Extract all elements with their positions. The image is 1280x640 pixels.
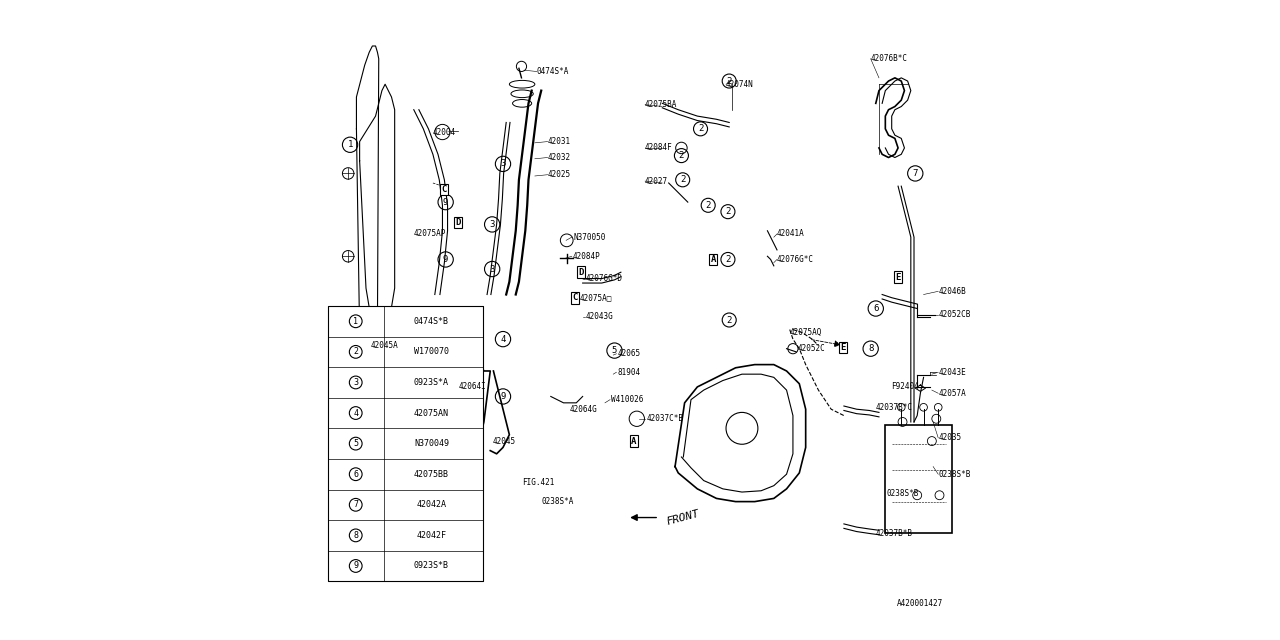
Text: 5: 5 — [612, 346, 617, 355]
Text: 9: 9 — [443, 198, 448, 207]
Text: 0474S*B: 0474S*B — [413, 317, 449, 326]
Text: 42004: 42004 — [433, 127, 456, 136]
Text: 8: 8 — [353, 531, 358, 540]
Text: 2: 2 — [705, 201, 710, 210]
Text: 3: 3 — [489, 264, 495, 273]
Text: 42046B: 42046B — [938, 287, 966, 296]
Text: 42042F: 42042F — [416, 531, 447, 540]
Text: 42076G*C: 42076G*C — [777, 255, 814, 264]
Text: 0923S*B: 0923S*B — [413, 561, 449, 570]
Text: 42042A: 42042A — [416, 500, 447, 509]
Text: 42084P: 42084P — [573, 252, 600, 260]
Text: C: C — [442, 185, 447, 194]
FancyBboxPatch shape — [328, 306, 483, 581]
Text: 0238S*B: 0238S*B — [887, 489, 919, 498]
Text: 42043E: 42043E — [938, 368, 966, 377]
Text: 42041A: 42041A — [777, 230, 805, 239]
Text: F92404: F92404 — [891, 383, 919, 392]
Text: C: C — [572, 293, 577, 302]
Text: W410026: W410026 — [612, 395, 644, 404]
Text: 0238S*B: 0238S*B — [938, 470, 970, 479]
Text: N370049: N370049 — [413, 439, 449, 448]
Text: 42045: 42045 — [493, 436, 516, 445]
Text: E: E — [896, 273, 901, 282]
Text: 1: 1 — [347, 140, 353, 149]
Text: 9: 9 — [500, 392, 506, 401]
Text: 42075AN: 42075AN — [413, 408, 449, 417]
Text: 42075AQ: 42075AQ — [790, 328, 822, 337]
Text: A420001427: A420001427 — [896, 599, 942, 608]
Text: 7: 7 — [353, 500, 358, 509]
Text: 42032: 42032 — [548, 153, 571, 162]
Text: 42057A: 42057A — [938, 388, 966, 398]
Text: 42084F: 42084F — [645, 143, 673, 152]
Text: 42031: 42031 — [548, 137, 571, 146]
Text: 42037C*B: 42037C*B — [646, 414, 684, 423]
Text: 42025: 42025 — [548, 170, 571, 179]
Text: 42043G: 42043G — [586, 312, 613, 321]
Text: 42076B*C: 42076B*C — [870, 54, 908, 63]
Text: 42037B*B: 42037B*B — [876, 529, 913, 538]
Bar — [886, 425, 952, 534]
Text: D: D — [579, 268, 584, 276]
Text: 42064I: 42064I — [458, 382, 486, 391]
Text: FRONT: FRONT — [666, 508, 700, 527]
Text: 9: 9 — [443, 255, 448, 264]
Text: 3: 3 — [489, 220, 495, 229]
Text: 42065: 42065 — [618, 349, 641, 358]
Text: 0923S*A: 0923S*A — [413, 378, 449, 387]
Text: E: E — [840, 343, 845, 352]
Text: 8: 8 — [868, 344, 873, 353]
Text: 5: 5 — [353, 439, 358, 448]
Text: 42052C: 42052C — [797, 344, 826, 353]
Text: 2: 2 — [727, 77, 732, 86]
Text: 42037B*C: 42037B*C — [876, 403, 913, 412]
Text: 9: 9 — [353, 561, 358, 570]
Text: 42074N: 42074N — [726, 80, 754, 89]
Text: 4: 4 — [500, 335, 506, 344]
Text: 42075AP: 42075AP — [413, 230, 447, 239]
Text: 0238S*A: 0238S*A — [541, 497, 573, 506]
Text: D: D — [456, 218, 461, 227]
Text: 3: 3 — [500, 159, 506, 168]
Text: 6: 6 — [873, 304, 878, 313]
Text: 42045A: 42045A — [371, 341, 399, 350]
Text: A: A — [710, 255, 716, 264]
Text: 3: 3 — [353, 378, 358, 387]
Text: 0474S*A: 0474S*A — [536, 67, 570, 76]
Text: 2: 2 — [726, 207, 731, 216]
Text: W170070: W170070 — [413, 348, 449, 356]
Text: 42075A□: 42075A□ — [580, 293, 612, 302]
Text: 4: 4 — [353, 408, 358, 417]
Text: 2: 2 — [726, 255, 731, 264]
Text: 42075BB: 42075BB — [413, 470, 449, 479]
Text: 7: 7 — [913, 169, 918, 178]
Text: FIG.421: FIG.421 — [522, 478, 554, 487]
Text: 2: 2 — [678, 151, 684, 160]
Text: 42027: 42027 — [645, 177, 668, 186]
Text: 42064G: 42064G — [570, 404, 598, 413]
Text: 42075BA: 42075BA — [645, 100, 677, 109]
Text: 1: 1 — [353, 317, 358, 326]
Text: 81904: 81904 — [618, 368, 641, 377]
Text: 42076G*D: 42076G*D — [586, 274, 623, 283]
Text: N370050: N370050 — [573, 233, 605, 242]
Text: 2: 2 — [680, 175, 685, 184]
Text: 6: 6 — [353, 470, 358, 479]
Text: 42035: 42035 — [938, 433, 961, 442]
Text: 42052CB: 42052CB — [938, 310, 970, 319]
Text: 2: 2 — [727, 316, 732, 324]
Text: A: A — [631, 436, 636, 445]
Text: 2: 2 — [698, 124, 703, 133]
Text: 2: 2 — [353, 348, 358, 356]
